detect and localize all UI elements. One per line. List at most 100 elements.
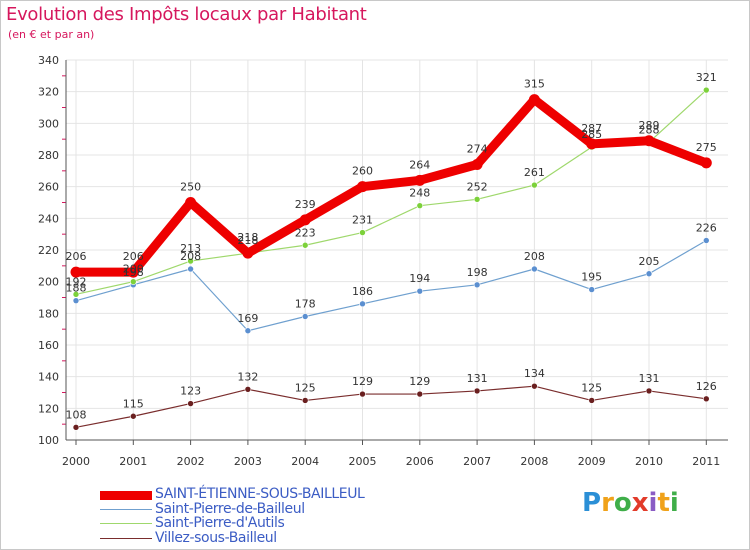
proxiti-logo-letter: x: [631, 488, 649, 518]
proxiti-logo: Proxiti: [582, 488, 679, 518]
data-point-villez-sous-bailleul-2005: [359, 390, 366, 398]
data-point-saint-pierre-de-bailleul-2000: [72, 297, 80, 304]
chart-subtitle: (en € et par an): [8, 28, 95, 41]
data-point-saint-etienne-sous-bailleul-2003: [242, 247, 254, 259]
legend-label-saint-etienne-sous-bailleul: SAINT-ÉTIENNE-SOUS-BAILLEUL: [155, 486, 365, 502]
data-label-saint-pierre-d-autils-2006: 248: [409, 187, 430, 200]
data-point-villez-sous-bailleul-2000: [72, 424, 80, 431]
data-point-saint-pierre-de-bailleul-2007: [473, 281, 481, 289]
x-tick-label-2007: 2007: [463, 455, 491, 468]
data-point-saint-etienne-sous-bailleul-2010: [643, 135, 655, 147]
data-point-villez-sous-bailleul-2006: [416, 390, 424, 398]
data-label-saint-pierre-de-bailleul-2003: 169: [237, 312, 258, 325]
data-point-villez-sous-bailleul-2002: [187, 400, 194, 407]
x-tick-label-2003: 2003: [234, 455, 262, 468]
data-point-villez-sous-bailleul-2011: [702, 395, 710, 403]
data-label-saint-pierre-de-bailleul-2006: 194: [409, 272, 430, 285]
data-label-saint-pierre-de-bailleul-2008: 208: [524, 250, 545, 263]
data-label-villez-sous-bailleul-2005: 129: [352, 375, 373, 388]
y-tick-label-220: 220: [38, 244, 59, 257]
data-point-saint-pierre-d-autils-2002: [187, 257, 194, 265]
x-tick-label-2008: 2008: [520, 455, 548, 468]
y-tick-label-280: 280: [38, 149, 59, 162]
data-label-saint-pierre-de-bailleul-2010: 205: [639, 255, 660, 268]
data-label-villez-sous-bailleul-2001: 115: [123, 397, 144, 410]
data-label-villez-sous-bailleul-2000: 108: [66, 408, 87, 421]
x-tick-label-2011: 2011: [692, 455, 720, 468]
data-label-villez-sous-bailleul-2004: 125: [295, 381, 316, 394]
x-tick-label-2004: 2004: [291, 455, 319, 468]
data-point-saint-etienne-sous-bailleul-2000: [70, 266, 82, 278]
proxiti-logo-letter: o: [613, 488, 632, 518]
data-label-saint-etienne-sous-bailleul-2010: 289: [639, 119, 660, 132]
data-point-villez-sous-bailleul-2001: [130, 412, 137, 420]
data-point-saint-pierre-d-autils-2000: [72, 291, 80, 298]
data-label-saint-pierre-d-autils-2002: 213: [180, 242, 201, 255]
data-point-saint-etienne-sous-bailleul-2004: [299, 214, 311, 226]
proxiti-logo-letter: i: [648, 488, 658, 518]
data-label-villez-sous-bailleul-2011: 126: [696, 380, 717, 393]
y-tick-label-240: 240: [38, 212, 59, 225]
y-tick-label-320: 320: [38, 86, 59, 99]
data-label-saint-etienne-sous-bailleul-2000: 206: [66, 250, 87, 263]
y-tick-label-140: 140: [38, 371, 59, 384]
series-line-villez-sous-bailleul: [75, 385, 707, 428]
legend-label-villez-sous-bailleul: Villez-sous-Bailleul: [155, 530, 277, 546]
data-point-saint-pierre-de-bailleul-2005: [359, 300, 366, 308]
data-point-villez-sous-bailleul-2010: [645, 387, 653, 395]
y-tick-label-180: 180: [38, 307, 59, 320]
data-point-saint-etienne-sous-bailleul-2002: [185, 197, 197, 208]
legend-label-saint-pierre-d-autils: Saint-Pierre-d'Autils: [155, 515, 285, 531]
data-label-villez-sous-bailleul-2003: 132: [237, 370, 258, 383]
data-point-saint-etienne-sous-bailleul-2008: [528, 94, 540, 106]
data-label-saint-pierre-de-bailleul-2001: 198: [123, 266, 144, 279]
data-point-villez-sous-bailleul-2004: [301, 397, 309, 404]
data-label-saint-pierre-de-bailleul-2009: 195: [581, 271, 602, 284]
series-line-saint-etienne-sous-bailleul: [71, 95, 711, 277]
x-tick-label-2006: 2006: [406, 455, 434, 468]
data-label-villez-sous-bailleul-2002: 123: [180, 385, 201, 398]
data-label-villez-sous-bailleul-2007: 131: [467, 372, 488, 385]
data-point-saint-pierre-d-autils-2011: [702, 86, 710, 94]
data-label-saint-pierre-d-autils-2008: 261: [524, 166, 545, 179]
data-point-saint-pierre-de-bailleul-2011: [702, 237, 710, 244]
data-point-saint-pierre-de-bailleul-2004: [301, 313, 309, 320]
data-label-saint-etienne-sous-bailleul-2002: 250: [180, 181, 201, 194]
data-point-saint-etienne-sous-bailleul-2006: [414, 174, 426, 186]
data-point-saint-etienne-sous-bailleul-2007: [471, 159, 483, 170]
proxiti-logo-letter: P: [582, 488, 602, 518]
data-label-villez-sous-bailleul-2009: 125: [581, 381, 602, 394]
legend-swatch-villez-sous-bailleul: [100, 538, 152, 539]
data-label-saint-pierre-de-bailleul-2005: 186: [352, 285, 373, 298]
data-label-saint-pierre-d-autils-2003: 218: [237, 234, 258, 247]
data-label-saint-pierre-d-autils-2005: 231: [352, 214, 373, 227]
data-label-saint-etienne-sous-bailleul-2003: 218: [237, 231, 258, 244]
x-tick-label-2000: 2000: [62, 455, 90, 468]
proxiti-logo-letter: r: [601, 488, 614, 518]
y-tick-label-200: 200: [38, 276, 59, 289]
data-label-villez-sous-bailleul-2008: 134: [524, 367, 545, 380]
data-label-villez-sous-bailleul-2010: 131: [639, 372, 660, 385]
data-point-saint-etienne-sous-bailleul-2005: [357, 181, 368, 193]
x-tick-label-2009: 2009: [578, 455, 606, 468]
x-tick-label-2001: 2001: [119, 455, 147, 468]
y-tick-label-100: 100: [38, 434, 59, 447]
data-label-saint-pierre-de-bailleul-2011: 226: [696, 222, 717, 235]
y-tick-label-340: 340: [38, 54, 59, 67]
data-point-saint-pierre-d-autils-2008: [531, 181, 538, 189]
data-point-saint-pierre-de-bailleul-2008: [531, 265, 538, 273]
data-label-saint-etienne-sous-bailleul-2008: 315: [524, 78, 545, 91]
data-label-saint-etienne-sous-bailleul-2009: 287: [581, 122, 602, 135]
data-point-saint-pierre-de-bailleul-2010: [645, 270, 653, 278]
data-point-saint-pierre-de-bailleul-2006: [416, 287, 424, 295]
data-label-villez-sous-bailleul-2006: 129: [409, 375, 430, 388]
legend-swatch-saint-pierre-d-autils: [100, 523, 152, 524]
x-tick-label-2002: 2002: [177, 455, 205, 468]
data-label-saint-pierre-d-autils-2011: 321: [696, 71, 717, 84]
data-label-saint-etienne-sous-bailleul-2005: 260: [352, 165, 373, 178]
data-point-villez-sous-bailleul-2008: [531, 382, 538, 390]
data-label-saint-pierre-d-autils-2001: 200: [123, 263, 144, 276]
data-point-saint-etienne-sous-bailleul-2009: [586, 138, 598, 150]
data-label-saint-pierre-d-autils-2004: 223: [295, 226, 316, 239]
proxiti-logo-letter: i: [669, 488, 679, 518]
